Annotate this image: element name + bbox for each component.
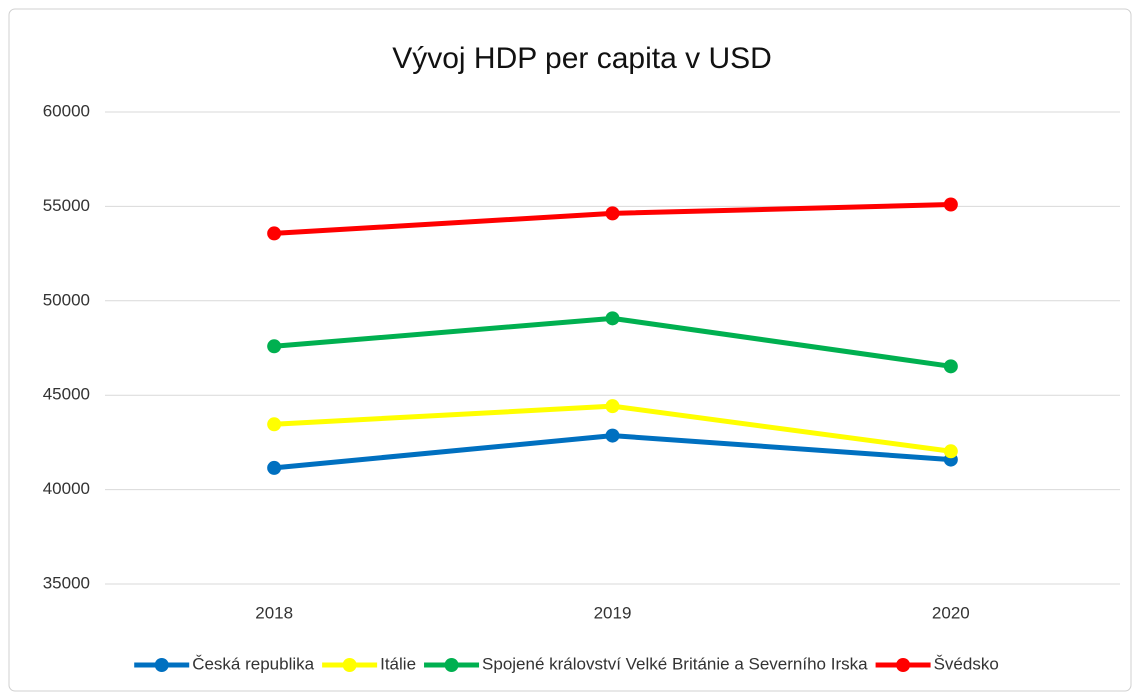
- y-tick-label: 35000: [43, 573, 90, 592]
- legend-marker: [342, 658, 357, 672]
- y-tick-label: 45000: [43, 385, 90, 404]
- y-tick-label: 60000: [43, 101, 90, 120]
- data-point: [267, 226, 282, 241]
- legend-label: Itálie: [380, 654, 416, 673]
- legend-marker: [896, 658, 911, 672]
- chart-frame: [8, 8, 1132, 692]
- data-point: [605, 399, 620, 414]
- y-tick-label: 55000: [43, 196, 90, 215]
- y-tick-label: 50000: [43, 290, 90, 309]
- data-point: [943, 197, 958, 212]
- legend-marker: [154, 658, 169, 672]
- data-point: [605, 311, 620, 326]
- data-point: [267, 460, 282, 475]
- data-point: [267, 339, 282, 354]
- legend-label: Česká republika: [192, 654, 314, 673]
- legend-label: Švédsko: [934, 654, 999, 673]
- legend-label: Spojené království Velké Británie a Seve…: [482, 654, 868, 673]
- data-point: [605, 428, 620, 443]
- x-tick-label: 2019: [594, 603, 632, 622]
- data-point: [943, 444, 958, 459]
- y-tick-label: 40000: [43, 479, 90, 498]
- x-tick-label: 2018: [255, 603, 293, 622]
- data-point: [605, 206, 620, 221]
- legend-marker: [444, 658, 459, 672]
- chart-title: Vývoj HDP per capita v USD: [392, 42, 772, 75]
- data-point: [267, 417, 282, 432]
- data-point: [943, 359, 958, 374]
- x-tick-label: 2020: [932, 603, 970, 622]
